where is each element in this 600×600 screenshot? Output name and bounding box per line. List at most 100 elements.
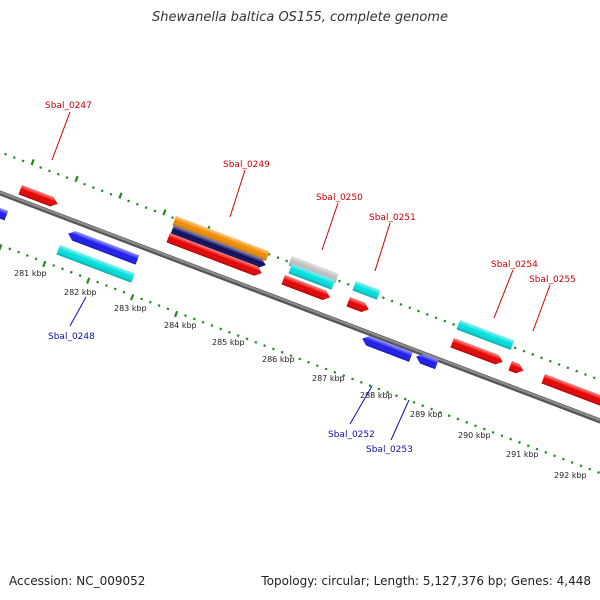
axis-label: 282 kbp bbox=[64, 288, 97, 297]
gene-arrow-shade bbox=[68, 231, 140, 265]
minor-tick bbox=[21, 159, 25, 163]
minor-tick bbox=[289, 354, 293, 358]
minor-tick bbox=[588, 467, 592, 471]
axis-label: 286 kbp bbox=[262, 355, 295, 364]
minor-tick bbox=[579, 464, 583, 468]
minor-tick bbox=[236, 334, 240, 338]
minor-tick bbox=[298, 357, 302, 361]
gene-label[interactable]: Sbal_0248 bbox=[48, 332, 95, 342]
minor-tick bbox=[377, 387, 381, 391]
minor-tick bbox=[127, 199, 130, 203]
axis-labels: 281 kbp 282 kbp 283 kbp 284 kbp 285 kbp 286 k… bbox=[14, 269, 587, 480]
minor-tick bbox=[474, 424, 477, 428]
backbone-highlight bbox=[0, 131, 600, 454]
minor-tick bbox=[368, 384, 372, 388]
minor-tick bbox=[381, 296, 385, 300]
minor-tick bbox=[56, 172, 60, 176]
minor-tick bbox=[100, 189, 104, 193]
gene-arrow-shade bbox=[456, 319, 515, 350]
label-leader bbox=[51, 111, 71, 161]
minor-tick bbox=[443, 319, 447, 323]
minor-tick bbox=[351, 377, 354, 381]
label-leader bbox=[374, 222, 391, 272]
minor-tick bbox=[83, 182, 87, 186]
minor-tick bbox=[412, 400, 416, 404]
minor-tick bbox=[135, 202, 139, 206]
minor-tick bbox=[4, 152, 7, 156]
minor-tick bbox=[408, 306, 412, 310]
minor-tick bbox=[201, 320, 205, 324]
genome-backbone bbox=[0, 130, 600, 456]
label-leader bbox=[532, 284, 551, 332]
gene-label[interactable]: Sbal_0249 bbox=[223, 160, 270, 170]
minor-tick bbox=[584, 373, 587, 376]
label-leader bbox=[321, 202, 339, 251]
axis-label: 288 kbp bbox=[360, 391, 393, 400]
minor-tick bbox=[8, 247, 12, 251]
major-tick bbox=[86, 277, 91, 284]
major-tick bbox=[130, 294, 135, 301]
minor-tick bbox=[465, 420, 469, 424]
axis-label: 287 kbp bbox=[312, 374, 345, 383]
minor-tick bbox=[271, 347, 275, 351]
minor-tick bbox=[417, 309, 420, 313]
minor-tick bbox=[522, 349, 526, 353]
minor-tick bbox=[48, 169, 51, 173]
gene-arrow-shade bbox=[541, 373, 600, 407]
major-tick bbox=[173, 310, 179, 318]
minor-tick bbox=[359, 380, 363, 384]
gene-arrow-shade bbox=[450, 337, 503, 365]
gene-label[interactable]: Sbal_0254 bbox=[491, 260, 538, 270]
gene-arrow-shade bbox=[172, 215, 270, 261]
minor-tick bbox=[91, 186, 95, 189]
major-tick bbox=[0, 244, 3, 251]
gene-label[interactable]: Sbal_0251 bbox=[369, 213, 416, 223]
gene-label[interactable]: Sbal_0250 bbox=[316, 193, 363, 203]
minor-tick bbox=[263, 344, 267, 348]
gene-arrow-shade bbox=[288, 255, 339, 284]
minor-tick bbox=[553, 454, 557, 458]
minor-tick bbox=[570, 461, 574, 464]
minor-tick bbox=[592, 376, 596, 380]
gene-arrow-shade bbox=[18, 185, 58, 207]
label-leader bbox=[493, 269, 514, 319]
minor-tick bbox=[333, 370, 337, 374]
minor-tick bbox=[17, 250, 20, 254]
minor-tick bbox=[513, 346, 517, 350]
minor-tick bbox=[171, 216, 174, 220]
minor-tick bbox=[166, 307, 170, 311]
minor-tick bbox=[52, 264, 56, 267]
minor-tick bbox=[153, 209, 157, 213]
minor-tick bbox=[399, 302, 403, 306]
minor-tick bbox=[509, 437, 513, 441]
minor-tick bbox=[245, 337, 249, 341]
label-leader bbox=[69, 296, 87, 327]
gene-arrow-shade bbox=[346, 296, 369, 313]
minor-tick bbox=[338, 279, 341, 283]
minor-tick bbox=[78, 274, 82, 277]
minor-tick bbox=[557, 363, 561, 366]
minor-tick bbox=[425, 313, 429, 316]
minor-tick bbox=[395, 394, 398, 398]
minor-tick bbox=[561, 457, 565, 461]
gene-labels: Sbal_0247 Sbal_0249 Sbal_0250 Sbal_0251 Sbal… bbox=[45, 101, 576, 455]
minor-tick bbox=[430, 407, 433, 411]
minor-tick bbox=[566, 366, 570, 370]
minor-tick bbox=[500, 434, 504, 438]
gene-label[interactable]: Sbal_0255 bbox=[529, 275, 576, 285]
inner-tick-ring bbox=[0, 244, 600, 474]
minor-tick bbox=[324, 367, 328, 371]
minor-tick bbox=[491, 430, 495, 434]
gene-arrow-shade bbox=[0, 208, 9, 221]
minor-tick bbox=[390, 299, 394, 303]
gene-label[interactable]: Sbal_0247 bbox=[45, 101, 92, 111]
gene-arrow-shade bbox=[508, 360, 524, 374]
gene-label[interactable]: Sbal_0252 bbox=[328, 430, 375, 440]
minor-tick bbox=[96, 280, 100, 284]
gene-label[interactable]: Sbal_0253 bbox=[366, 445, 413, 455]
minor-tick bbox=[184, 314, 187, 318]
axis-label: 285 kbp bbox=[212, 338, 245, 347]
axis-label: 292 kbp bbox=[554, 471, 587, 480]
major-tick bbox=[74, 175, 79, 183]
accession-text: Accession: NC_009052 bbox=[9, 574, 146, 588]
